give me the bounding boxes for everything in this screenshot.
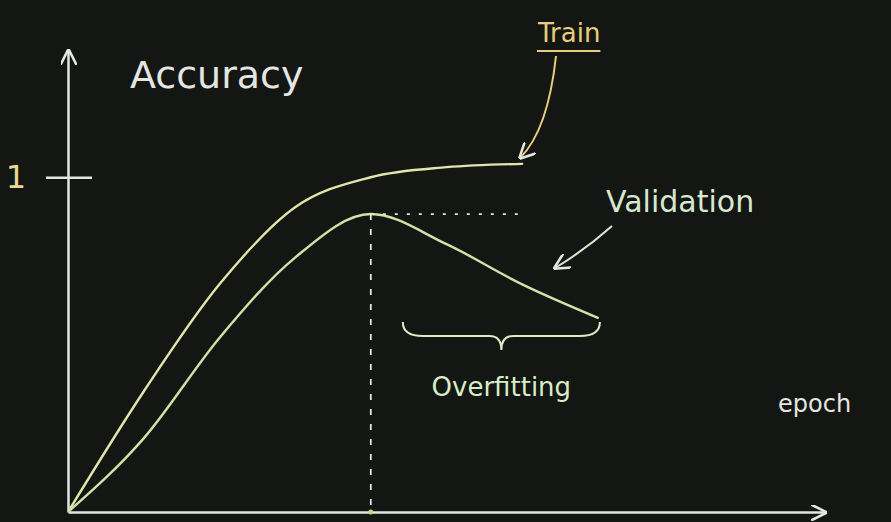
x-axis-line (69, 511, 826, 514)
series-label: Train (537, 18, 600, 48)
label-underline (537, 50, 600, 52)
x-axis-title: epoch (778, 390, 851, 418)
y-axis: 1 (6, 51, 92, 513)
label-arrow (555, 226, 612, 268)
annotation: Overfitting (432, 372, 572, 402)
y-tick: 1 (6, 158, 92, 196)
chalkboard (0, 0, 891, 522)
series-line (68, 214, 598, 512)
chart: 1 Accuracy epoch Train Validation Overfitting (0, 0, 891, 522)
y-axis-title: Accuracy (130, 53, 304, 97)
y-tick-label: 1 (6, 158, 26, 196)
peak-guide-vertical (370, 214, 372, 512)
y-axis-line (67, 51, 70, 513)
series-label: Validation (606, 184, 754, 219)
label-arrow (520, 56, 556, 158)
overfitting-brace (403, 322, 600, 350)
peak-epoch-dot (368, 510, 373, 515)
x-axis (69, 512, 826, 513)
series-line (68, 164, 522, 512)
peak-guide-horizontal (371, 213, 522, 215)
y-tick-mark (46, 176, 92, 179)
plot-area (68, 164, 598, 512)
